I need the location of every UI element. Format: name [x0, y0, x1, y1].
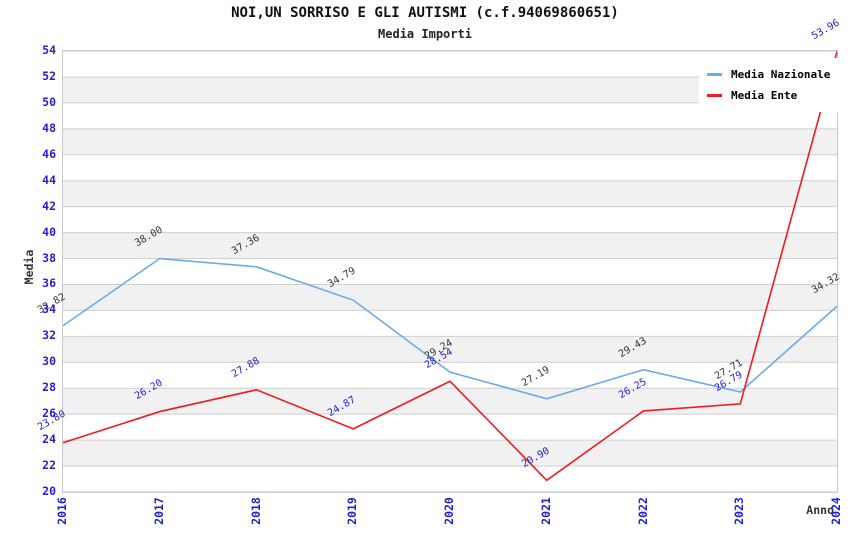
y-tick-label: 46	[42, 146, 56, 161]
series-line-media-nazionale	[63, 257, 837, 400]
series-line-media-ente	[63, 51, 837, 482]
x-tick-label: 2024	[829, 497, 843, 525]
x-tick-label: 2023	[732, 497, 747, 525]
x-tick-label: 2021	[538, 497, 553, 525]
x-tick-label: 2016	[55, 497, 69, 525]
legend-swatch-ente-icon	[707, 94, 722, 97]
y-tick-label: 20	[42, 484, 56, 498]
plot-area	[62, 50, 838, 493]
y-tick-label: 30	[42, 354, 56, 369]
grid-band	[63, 310, 837, 337]
y-tick-label: 42	[42, 198, 56, 213]
chart-title: NOI,UN SORRISO E GLI AUTISMI (c.f.940698…	[231, 5, 619, 21]
legend-item-media-ente: Media Ente	[707, 85, 830, 106]
legend-swatch-nazionale-icon	[707, 73, 722, 76]
y-tick-label: 28	[42, 380, 56, 395]
x-tick-label: 2019	[345, 497, 360, 525]
x-tick-label: 2017	[151, 497, 166, 525]
y-tick-label: 54	[42, 43, 56, 57]
y-tick-label: 50	[42, 94, 56, 109]
y-tick-label: 44	[42, 172, 56, 187]
grid-band	[63, 154, 837, 181]
grid-band	[63, 414, 837, 441]
y-tick-label: 26	[42, 406, 56, 421]
y-tick-label: 22	[42, 458, 56, 473]
grid-band	[63, 206, 837, 233]
x-axis-title: Anno	[806, 503, 834, 517]
y-tick-label: 48	[42, 120, 56, 135]
y-tick-label: 38	[42, 250, 56, 265]
y-tick-label: 32	[42, 328, 56, 343]
grid-band	[63, 232, 837, 259]
grid-band	[63, 466, 837, 492]
grid-band	[63, 440, 837, 467]
grid-band	[63, 284, 837, 311]
grid-band	[63, 388, 837, 415]
grid-band	[63, 258, 837, 285]
y-tick-label: 40	[42, 224, 56, 239]
x-tick-label: 2018	[248, 497, 263, 525]
grid-band	[63, 336, 837, 363]
legend-item-media-nazionale: Media Nazionale	[707, 64, 830, 85]
grid-band	[63, 128, 837, 155]
chart-subtitle: Media Importi	[378, 27, 472, 41]
plot-canvas	[63, 51, 837, 492]
x-tick-label: 2020	[442, 497, 456, 525]
y-tick-label: 34	[42, 302, 56, 317]
legend-label: Media Nazionale	[731, 68, 831, 81]
y-tick-label: 36	[42, 276, 56, 291]
legend-label: Media Ente	[731, 89, 798, 102]
x-tick-label: 2022	[635, 497, 650, 525]
grid-band	[63, 180, 837, 207]
y-tick-label: 24	[42, 432, 56, 447]
legend: Media Nazionale Media Ente	[699, 58, 841, 112]
y-tick-label: 52	[42, 68, 56, 83]
